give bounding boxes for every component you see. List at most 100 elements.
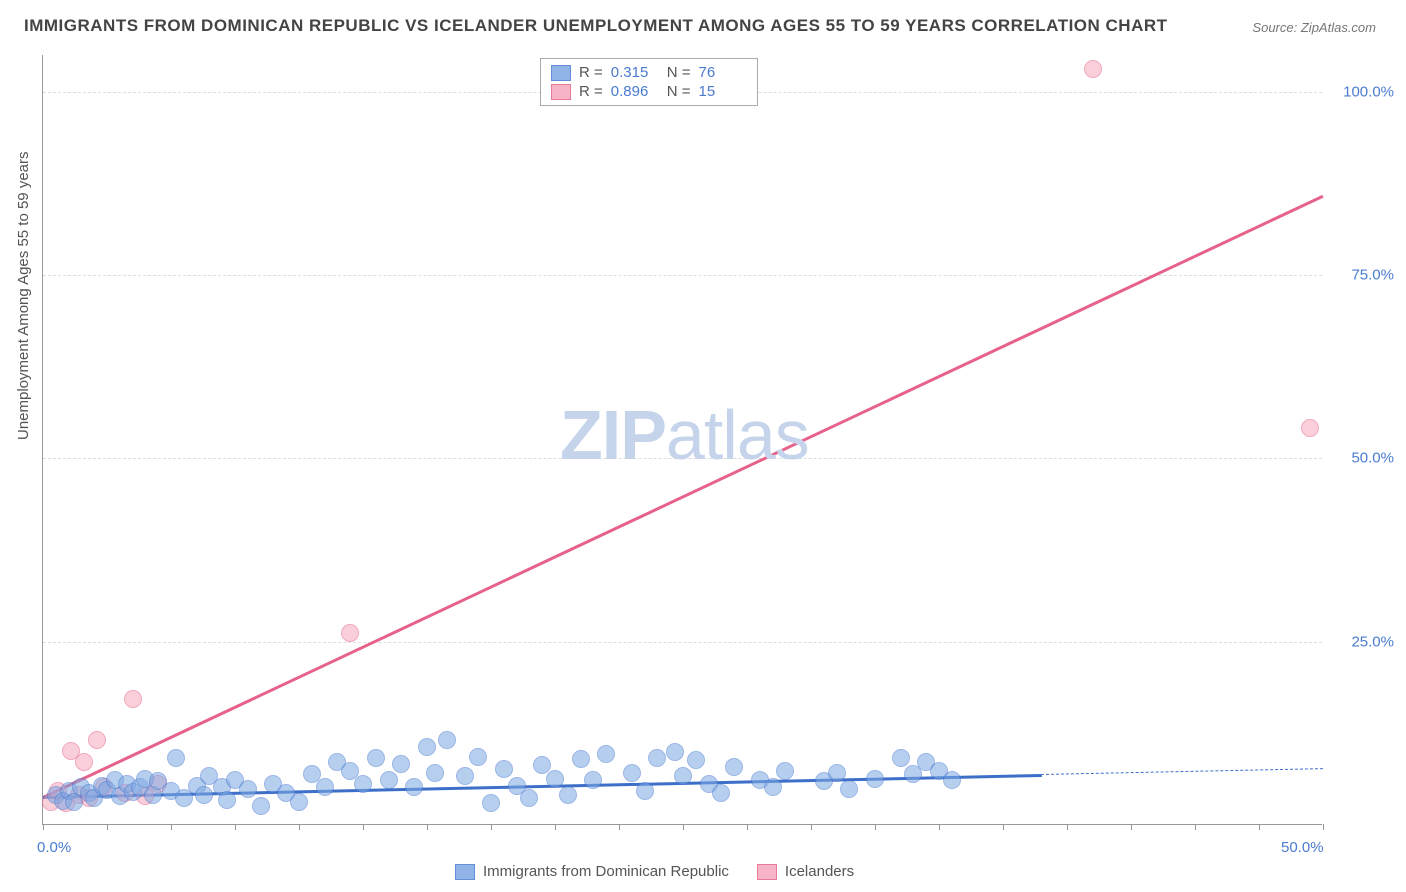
blue-point (405, 778, 423, 796)
blue-point (469, 748, 487, 766)
x-tick (299, 824, 300, 830)
r-value-pink: 0.896 (611, 83, 659, 100)
y-axis-label: Unemployment Among Ages 55 to 59 years (15, 151, 32, 440)
plot-area: 25.0%50.0%75.0%100.0%0.0%50.0% (42, 55, 1322, 825)
legend-item-pink: Icelanders (757, 863, 854, 880)
blue-point (418, 738, 436, 756)
series-legend: Immigrants from Dominican Republic Icela… (455, 863, 854, 880)
x-tick (939, 824, 940, 830)
swatch-pink-icon (757, 864, 777, 880)
blue-point (623, 764, 641, 782)
blue-point (354, 775, 372, 793)
trend-line (1041, 768, 1323, 775)
swatch-blue-icon (551, 65, 571, 81)
x-tick (43, 824, 44, 830)
x-tick (1323, 824, 1324, 830)
blue-point (572, 750, 590, 768)
blue-point (167, 749, 185, 767)
pink-point (75, 753, 93, 771)
x-tick (747, 824, 748, 830)
blue-point (290, 793, 308, 811)
blue-point (195, 786, 213, 804)
pink-point (1084, 60, 1102, 78)
blue-point (316, 778, 334, 796)
x-tick (427, 824, 428, 830)
blue-point (648, 749, 666, 767)
x-tick (811, 824, 812, 830)
blue-point (725, 758, 743, 776)
legend-row-blue: R = 0.315 N = 76 (551, 63, 747, 82)
blue-point (840, 780, 858, 798)
blue-point (426, 764, 444, 782)
legend-label-pink: Icelanders (785, 863, 854, 880)
blue-point (546, 770, 564, 788)
blue-point (764, 778, 782, 796)
chart-title: IMMIGRANTS FROM DOMINICAN REPUBLIC VS IC… (24, 16, 1168, 36)
x-tick (875, 824, 876, 830)
x-tick (107, 824, 108, 830)
y-tick-label: 75.0% (1334, 267, 1394, 284)
gridline (43, 275, 1322, 276)
blue-point (380, 771, 398, 789)
pink-point (88, 731, 106, 749)
blue-point (495, 760, 513, 778)
x-tick (1259, 824, 1260, 830)
blue-point (687, 751, 705, 769)
x-tick (1067, 824, 1068, 830)
n-value-pink: 15 (699, 83, 747, 100)
legend-item-blue: Immigrants from Dominican Republic (455, 863, 729, 880)
blue-point (482, 794, 500, 812)
blue-point (776, 762, 794, 780)
x-tick (1131, 824, 1132, 830)
y-tick-label: 100.0% (1334, 83, 1394, 100)
blue-point (674, 767, 692, 785)
blue-point (828, 764, 846, 782)
blue-point (392, 755, 410, 773)
x-tick-label: 50.0% (1281, 839, 1324, 856)
legend-row-pink: R = 0.896 N = 15 (551, 82, 747, 101)
legend-label-blue: Immigrants from Dominican Republic (483, 863, 729, 880)
blue-point (520, 789, 538, 807)
blue-point (559, 786, 577, 804)
blue-point (438, 731, 456, 749)
blue-point (866, 770, 884, 788)
blue-point (252, 797, 270, 815)
swatch-blue-icon (455, 864, 475, 880)
source-label: Source: (1252, 20, 1297, 35)
source-attribution: Source: ZipAtlas.com (1252, 20, 1376, 35)
blue-point (239, 780, 257, 798)
x-tick (683, 824, 684, 830)
pink-point (124, 690, 142, 708)
correlation-legend: R = 0.315 N = 76 R = 0.896 N = 15 (540, 58, 758, 106)
x-tick (491, 824, 492, 830)
y-tick-label: 50.0% (1334, 450, 1394, 467)
blue-point (584, 771, 602, 789)
x-tick (619, 824, 620, 830)
x-tick (363, 824, 364, 830)
trend-line (42, 194, 1323, 798)
pink-point (1301, 419, 1319, 437)
y-tick-label: 25.0% (1334, 633, 1394, 650)
x-tick (1195, 824, 1196, 830)
blue-point (218, 791, 236, 809)
x-tick (555, 824, 556, 830)
n-label: N = (667, 64, 691, 81)
swatch-pink-icon (551, 84, 571, 100)
gridline (43, 642, 1322, 643)
r-value-blue: 0.315 (611, 64, 659, 81)
r-label: R = (579, 83, 603, 100)
n-label: N = (667, 83, 691, 100)
n-value-blue: 76 (699, 64, 747, 81)
r-label: R = (579, 64, 603, 81)
x-tick (171, 824, 172, 830)
gridline (43, 458, 1322, 459)
pink-point (341, 624, 359, 642)
blue-point (367, 749, 385, 767)
blue-point (597, 745, 615, 763)
blue-point (712, 784, 730, 802)
blue-point (892, 749, 910, 767)
x-tick (1003, 824, 1004, 830)
x-tick (235, 824, 236, 830)
x-tick-label: 0.0% (37, 839, 71, 856)
blue-point (666, 743, 684, 761)
